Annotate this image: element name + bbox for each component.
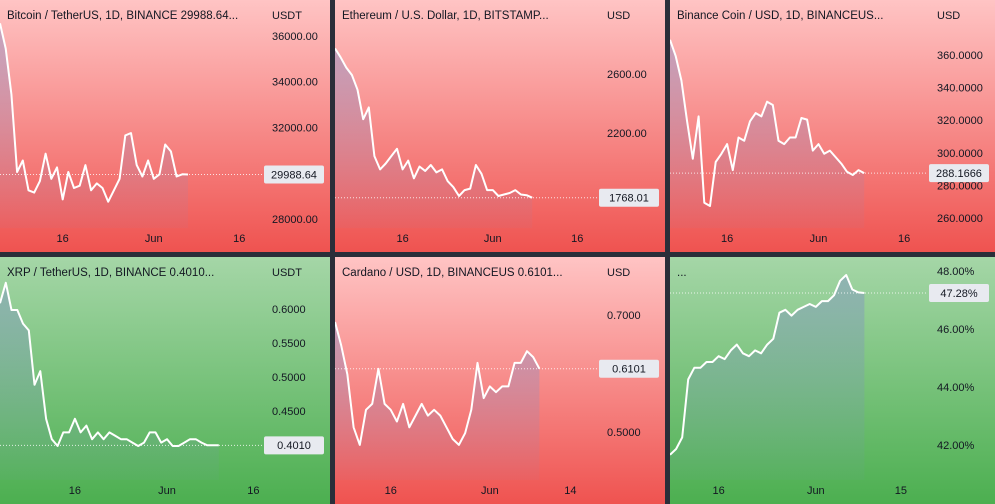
x-tick-label: 16 [385,485,397,497]
x-tick-label: Jun [484,233,502,245]
x-tick-label: Jun [158,485,176,497]
price-line [670,274,865,456]
y-tick-label: 0.5500 [272,338,306,350]
x-tick-label: Jun [807,485,825,497]
y-tick-label: 0.6000 [272,304,306,316]
y-tick-label: 340.0000 [937,83,983,95]
y-tick-label: 46.00% [937,324,975,336]
current-price-label: 0.4010 [277,440,311,452]
plot [670,39,865,228]
x-tick-label: 16 [396,233,408,245]
chart-title: Ethereum / U.S. Dollar, 1D, BITSTAMP... [342,10,549,22]
axis-unit: USD [937,10,960,22]
axis-unit: USD [607,267,630,279]
plot [0,23,189,228]
current-price-label: 47.28% [940,288,978,300]
y-tick-label: 2600.00 [607,69,647,81]
y-tick-label: 32000.00 [272,122,318,134]
area [670,39,865,228]
price-line [670,39,865,207]
axis-unit: USD [607,10,630,22]
chart-title: XRP / TetherUS, 1D, BINANCE 0.4010... [7,267,214,279]
y-tick-label: 0.5000 [607,427,641,439]
y-tick-label: 44.00% [937,382,975,394]
current-price-label: 0.6101 [612,364,646,376]
x-tick-label: 15 [895,485,907,497]
y-tick-label: 36000.00 [272,31,318,43]
area [335,48,533,228]
plot [335,321,541,480]
y-tick-label: 28000.00 [272,214,318,226]
plot [670,274,865,480]
x-tick-label: 16 [247,485,259,497]
x-tick-label: 14 [564,485,576,497]
current-price-box [264,436,324,455]
axis-unit: USDT [272,267,302,279]
y-tick-label: 0.4500 [272,406,306,418]
y-tick-label: 0.5000 [272,372,306,384]
price-line [0,281,219,447]
area [670,275,865,480]
x-tick-label: 16 [69,485,81,497]
plot [0,281,219,480]
y-tick-label: 48.00% [937,266,975,278]
current-price-box [599,188,659,207]
y-tick-label: 260.0000 [937,213,983,225]
current-price-box [929,164,989,183]
x-tick-label: 16 [57,233,69,245]
x-tick-label: Jun [810,233,828,245]
x-tick-label: 16 [721,233,733,245]
x-tick-label: 16 [571,233,583,245]
x-tick-label: Jun [481,485,499,497]
current-price-box [264,165,324,184]
price-line [335,47,533,199]
plot [335,47,533,228]
y-tick-label: 42.00% [937,440,975,452]
y-tick-label: 34000.00 [272,77,318,89]
area [335,322,540,480]
price-line [0,23,189,203]
current-price-label: 29988.64 [271,169,317,181]
x-tick-label: 16 [233,233,245,245]
y-tick-label: 280.0000 [937,180,983,192]
area [0,23,188,228]
current-price-box [929,283,989,302]
current-price-label: 288.1666 [936,168,982,180]
x-tick-label: 16 [712,485,724,497]
chart-title: Bitcoin / TetherUS, 1D, BINANCE 29988.64… [7,10,238,22]
y-tick-label: 2200.00 [607,128,647,140]
y-tick-label: 360.0000 [937,50,983,62]
x-tick-label: Jun [145,233,163,245]
y-tick-label: 320.0000 [937,115,983,127]
current-price-box [599,359,659,378]
y-tick-label: 300.0000 [937,148,983,160]
y-tick-label: 0.7000 [607,310,641,322]
chart-title: Binance Coin / USD, 1D, BINANCEUS... [677,10,883,22]
area [0,282,219,480]
current-price-label: 1768.01 [609,193,649,205]
chart-title: Cardano / USD, 1D, BINANCEUS 0.6101... [342,267,563,279]
price-line [335,321,541,446]
axis-unit: USDT [272,10,302,22]
x-tick-label: 16 [898,233,910,245]
chart-title: ... [677,267,687,279]
